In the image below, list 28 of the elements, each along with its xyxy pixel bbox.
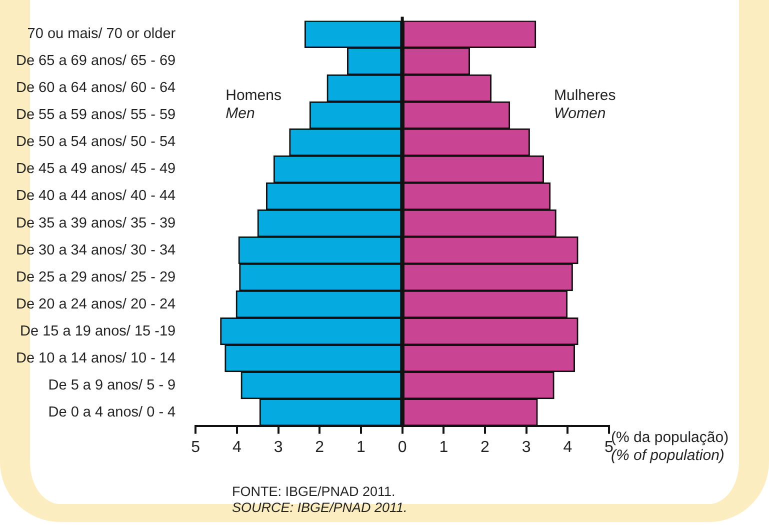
y-tick-label: De 65 a 69 anos/ 65 - 69 [16,53,176,70]
x-tick-label: 2 [315,438,324,456]
x-tick-label: 0 [398,438,407,456]
y-tick-label: De 30 a 34 anos/ 30 - 34 [16,242,176,258]
series-label: Homens Men [226,86,282,122]
y-tick-label: De 55 a 59 anos/ 55 - 59 [16,107,176,124]
series-label: Mulheres Women [554,86,616,122]
x-tick-label: 2 [480,438,490,456]
y-tick-label: De 0 a 4 anos/ 0 - 4 [48,404,176,420]
y-tick-label: De 25 a 29 anos/ 25 - 29 [16,269,176,286]
x-tick-label: 3 [522,438,531,456]
y-tick-label: De 15 a 19 anos/ 15 -19 [20,323,176,340]
x-tick-label: 4 [563,438,572,456]
y-tick-label: De 50 a 54 anos/ 50 - 54 [16,134,176,150]
source-note: FONTE: IBGE/PNAD 2011. SOURCE: IBGE/PNAD 2011. [232,484,408,516]
x-tick-label: 3 [274,438,283,456]
y-tick-label: De 5 a 9 anos/ 5 - 9 [48,377,176,394]
y-tick-label: De 20 a 24 anos/ 20 - 24 [16,296,176,312]
x-tick-label: 4 [232,438,242,456]
y-tick-label: De 35 a 39 anos/ 35 - 39 [16,215,176,232]
y-tick-label: De 10 a 14 anos/ 10 - 14 [16,350,176,366]
x-tick-label: 5 [191,438,200,456]
y-tick-label: De 45 a 49 anos/ 45 - 49 [16,161,176,178]
y-tick-label: De 40 a 44 anos/ 40 - 44 [16,188,176,204]
x-tick-label: 1 [356,438,366,456]
x-tick-label: 1 [439,438,448,456]
y-tick-label: De 60 a 64 anos/ 60 - 64 [16,80,176,96]
y-tick-label: 70 ou mais/ 70 or older [27,26,176,42]
